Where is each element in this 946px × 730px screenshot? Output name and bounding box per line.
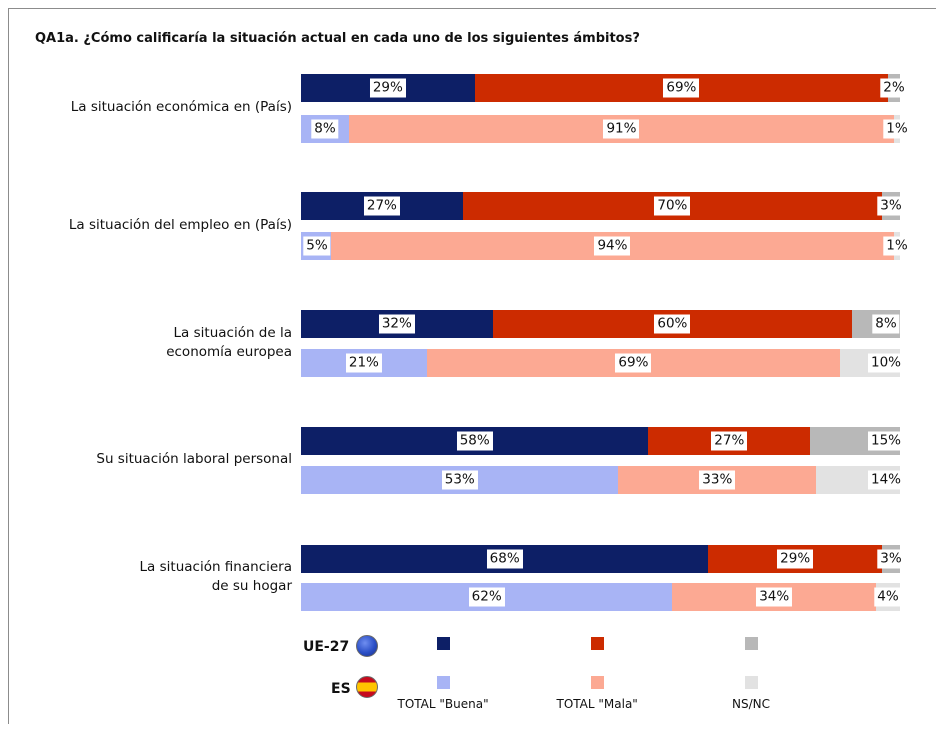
data-label: 1% [883, 236, 911, 256]
category-label: La situación de la economía europea [22, 324, 292, 362]
eu-flag-icon [356, 635, 378, 657]
legend-label-buena: TOTAL "Buena" [397, 697, 489, 711]
category-label: La situación económica en (País) [22, 98, 292, 117]
data-label: 58% [456, 431, 493, 451]
data-label: 69% [615, 353, 652, 373]
category-label-line: de su hogar [211, 578, 292, 594]
data-label: 94% [594, 236, 631, 256]
data-label: 3% [877, 549, 905, 569]
data-label: 68% [486, 549, 523, 569]
data-label: 27% [711, 431, 748, 451]
spain-flag-icon [356, 676, 378, 698]
bar-ue-27: 32% 60% 8% [301, 310, 900, 338]
bar-es: 5% 94% 1% [301, 232, 911, 260]
data-label: 91% [603, 119, 640, 139]
legend-label-nsnc: NS/NC [732, 697, 770, 711]
legend-label-mala: TOTAL "Mala" [556, 697, 638, 711]
data-label: 5% [303, 236, 331, 256]
data-label: 4% [874, 587, 902, 607]
bar-ue-27: 29% 69% 2% [301, 74, 908, 102]
data-label: 53% [441, 470, 478, 490]
data-label: 10% [867, 353, 905, 373]
category-label-line: La situación económica en (País) [70, 99, 292, 115]
legend-swatch-es-buena [437, 676, 450, 689]
data-label: 62% [468, 587, 505, 607]
legend-swatch-ue-nsnc [745, 637, 758, 650]
category-label-line: La situación financiera [139, 559, 292, 575]
data-label: 8% [311, 119, 339, 139]
legend-swatch-es-mala [591, 676, 604, 689]
data-label: 69% [663, 78, 700, 98]
legend-swatch-ue-buena [437, 637, 450, 650]
bar-es: 21% 69% 10% [301, 349, 905, 377]
legend-swatch-es-nsnc [745, 676, 758, 689]
data-label: 34% [756, 587, 793, 607]
bar-es: 8% 91% 1% [301, 115, 911, 143]
data-label: 21% [345, 353, 382, 373]
data-label: 15% [867, 431, 905, 451]
category-label: La situación financiera de su hogar [22, 558, 292, 596]
category-label: Su situación laboral personal [22, 450, 292, 469]
data-label: 2% [880, 78, 908, 98]
category-label: La situación del empleo en (País) [22, 216, 292, 235]
legend-swatch-ue-mala [591, 637, 604, 650]
data-label: 14% [867, 470, 905, 490]
data-label: 70% [654, 196, 691, 216]
chart-title: QA1a. ¿Cómo calificaría la situación act… [35, 31, 640, 46]
data-label: 60% [654, 314, 691, 334]
category-label-line: La situación del empleo en (País) [68, 216, 292, 233]
data-label: 27% [363, 196, 400, 216]
legend-ue27-label: UE-27 [303, 639, 350, 655]
category-label-line: Su situación laboral personal [96, 451, 292, 467]
bar-ue-27: 27% 70% 3% [301, 192, 905, 220]
bar-ue-27: 68% 29% 3% [301, 545, 905, 573]
bar-es: 62% 34% 4% [301, 583, 902, 611]
chart-frame [8, 8, 936, 724]
legend-es-label: ES [331, 681, 351, 697]
category-label-line: La situación de la [173, 324, 292, 341]
bar-ue-27: 58% 27% 15% [301, 427, 905, 455]
bar-es: 53% 33% 14% [301, 466, 905, 494]
data-label: 29% [777, 549, 814, 569]
data-label: 8% [872, 314, 900, 334]
data-label: 29% [369, 78, 406, 98]
data-label: 33% [699, 470, 736, 490]
data-label: 3% [877, 196, 905, 216]
data-label: 32% [378, 314, 415, 334]
data-label: 1% [883, 119, 911, 139]
category-label-line: economía europea [166, 343, 292, 360]
